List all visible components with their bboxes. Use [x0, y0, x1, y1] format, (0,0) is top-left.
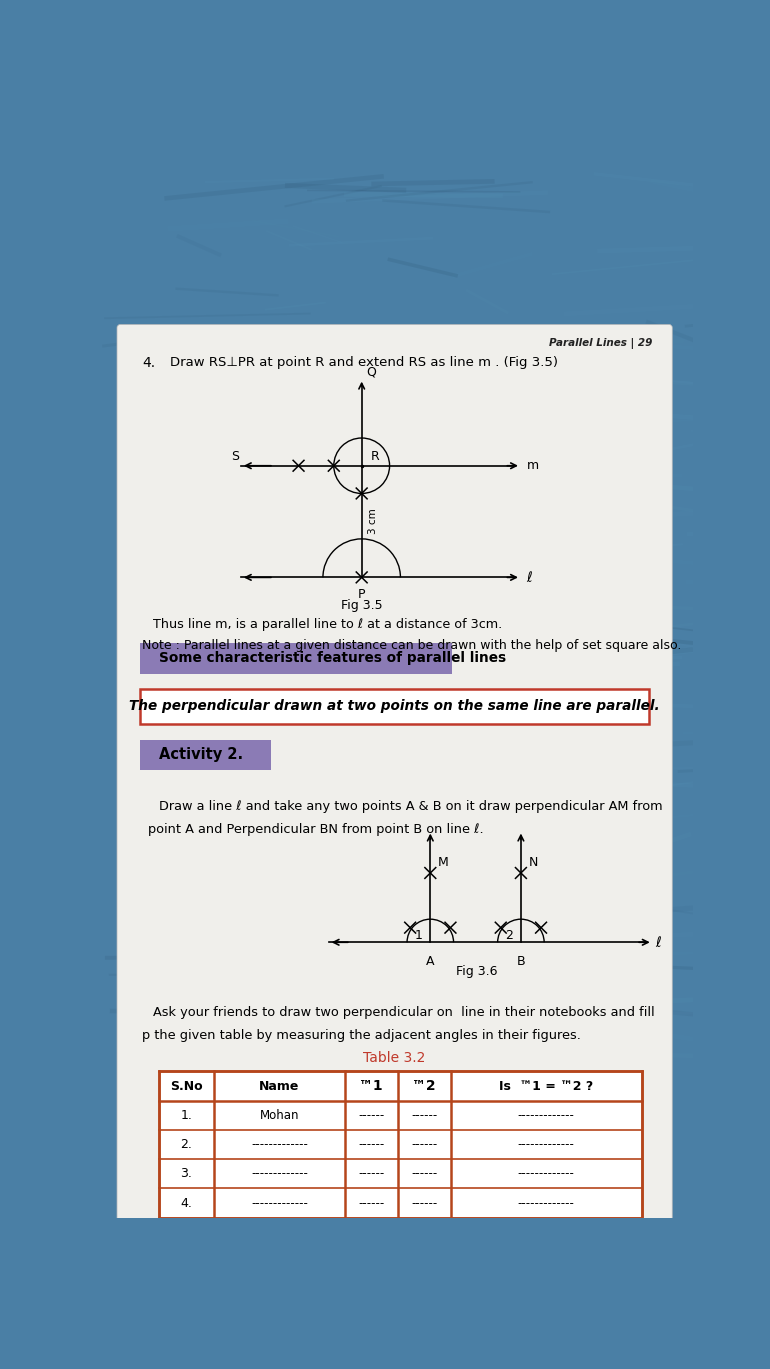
Text: R: R	[371, 449, 380, 463]
Text: Thus line m, is a parallel line to ℓ at a distance of 3cm.: Thus line m, is a parallel line to ℓ at …	[153, 617, 502, 631]
Text: 2.: 2.	[180, 1138, 192, 1151]
Text: S: S	[232, 449, 239, 463]
Text: Draw RS⊥PR at point R and extend RS as line m . (Fig 3.5): Draw RS⊥PR at point R and extend RS as l…	[169, 356, 557, 370]
Text: The perpendicular drawn at two points on the same line are parallel.: The perpendicular drawn at two points on…	[129, 700, 660, 713]
Text: m: m	[527, 459, 538, 472]
FancyBboxPatch shape	[159, 1072, 641, 1218]
Text: S.No: S.No	[170, 1080, 203, 1092]
Text: N: N	[529, 856, 538, 869]
Text: ------: ------	[358, 1109, 384, 1121]
Text: Table 3.2: Table 3.2	[363, 1051, 426, 1065]
Text: 1.: 1.	[180, 1109, 192, 1121]
Text: P: P	[358, 589, 366, 601]
Text: ™2: ™2	[413, 1079, 436, 1092]
Text: A: A	[426, 954, 434, 968]
Text: Q: Q	[367, 366, 377, 379]
Text: ------: ------	[411, 1168, 437, 1180]
Text: -------------: -------------	[517, 1197, 574, 1210]
Text: ------: ------	[358, 1197, 384, 1210]
Text: Fig 3.5: Fig 3.5	[341, 600, 383, 612]
Text: 3 cm: 3 cm	[368, 508, 378, 534]
Text: point A and Perpendicular BN from point B on line ℓ.: point A and Perpendicular BN from point …	[148, 823, 484, 836]
Text: -------------: -------------	[517, 1138, 574, 1151]
Text: -------------: -------------	[251, 1168, 308, 1180]
Text: -------------: -------------	[251, 1138, 308, 1151]
Text: -------------: -------------	[517, 1168, 574, 1180]
Text: Parallel Lines | 29: Parallel Lines | 29	[549, 338, 653, 349]
Text: Name: Name	[259, 1080, 300, 1092]
FancyBboxPatch shape	[117, 324, 672, 1221]
FancyBboxPatch shape	[140, 689, 649, 724]
Text: Ask your friends to draw two perpendicular on  line in their notebooks and fill: Ask your friends to draw two perpendicul…	[153, 1006, 654, 1020]
Text: Note : Parallel lines at a given distance can be drawn with the help of set squa: Note : Parallel lines at a given distanc…	[142, 639, 681, 653]
Text: -------------: -------------	[517, 1109, 574, 1121]
Text: ------: ------	[411, 1138, 437, 1151]
Text: ------: ------	[358, 1138, 384, 1151]
Text: p the given table by measuring the adjacent angles in their figures.: p the given table by measuring the adjac…	[142, 1028, 581, 1042]
Text: Some characteristic features of parallel lines: Some characteristic features of parallel…	[159, 652, 506, 665]
FancyBboxPatch shape	[140, 643, 452, 674]
Text: Fig 3.6: Fig 3.6	[457, 965, 497, 979]
Text: $\ell$: $\ell$	[527, 570, 534, 585]
Text: Draw a line ℓ and take any two points A & B on it draw perpendicular AM from: Draw a line ℓ and take any two points A …	[159, 799, 662, 813]
Text: M: M	[438, 856, 449, 869]
Text: 4.: 4.	[142, 356, 156, 370]
Text: Activity 2.: Activity 2.	[159, 747, 243, 763]
FancyBboxPatch shape	[140, 741, 271, 769]
Text: Is  ™1 = ™2 ?: Is ™1 = ™2 ?	[499, 1080, 594, 1092]
Text: 3.: 3.	[180, 1168, 192, 1180]
Text: 2: 2	[505, 930, 514, 942]
Text: $\ell$: $\ell$	[655, 935, 662, 950]
Text: ------: ------	[411, 1197, 437, 1210]
Text: ™1: ™1	[360, 1079, 383, 1092]
Text: B: B	[517, 954, 525, 968]
Text: ------: ------	[358, 1168, 384, 1180]
Text: ------: ------	[411, 1109, 437, 1121]
Text: Mohan: Mohan	[259, 1109, 299, 1121]
Text: 4.: 4.	[180, 1197, 192, 1210]
Text: -------------: -------------	[251, 1197, 308, 1210]
Text: 1: 1	[415, 930, 423, 942]
